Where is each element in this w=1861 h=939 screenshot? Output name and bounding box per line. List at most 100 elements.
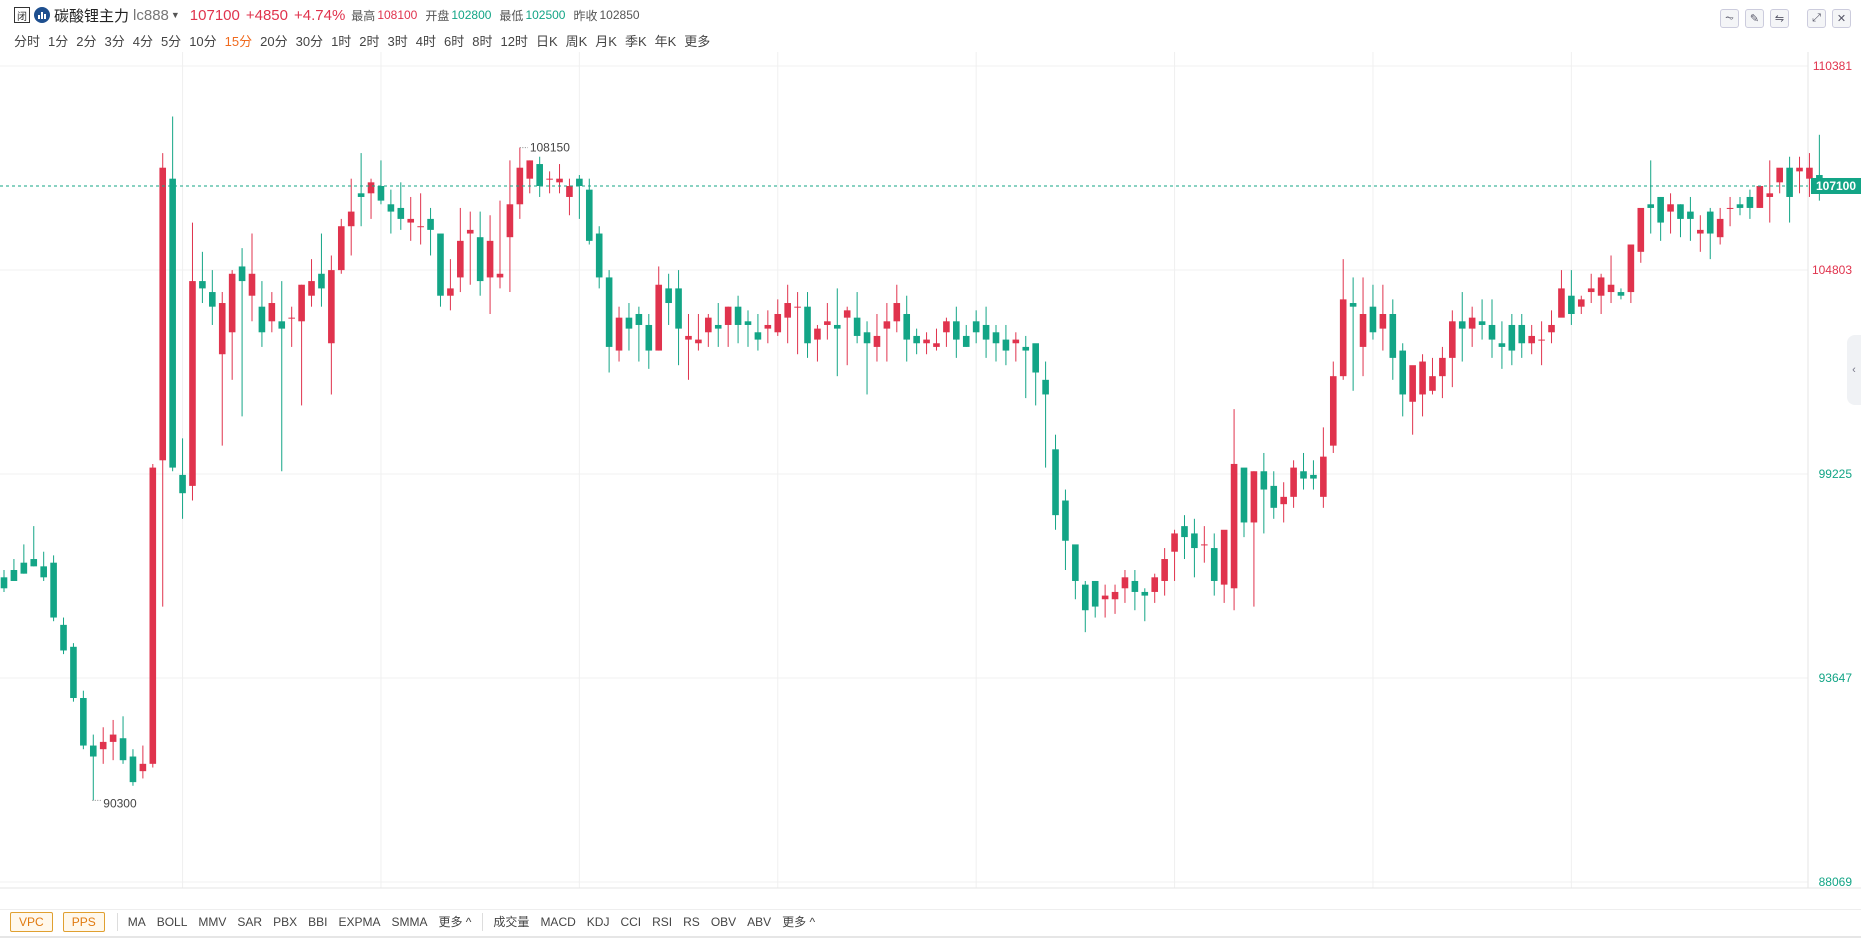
candle[interactable]	[675, 270, 682, 366]
candle[interactable]	[139, 745, 147, 779]
candle[interactable]	[685, 313, 692, 380]
candle[interactable]	[1260, 452, 1268, 534]
symbol-dropdown-chevron-icon[interactable]: ▼	[170, 10, 180, 20]
candle[interactable]	[1587, 273, 1595, 304]
candle[interactable]	[506, 160, 514, 293]
period-tab[interactable]: 周K	[565, 34, 588, 49]
candle[interactable]	[1478, 299, 1486, 340]
candle[interactable]	[556, 164, 563, 194]
candle[interactable]	[1002, 324, 1010, 366]
candle[interactable]	[119, 716, 127, 764]
candle[interactable]	[209, 270, 216, 325]
candle[interactable]	[1498, 321, 1506, 369]
candle[interactable]	[1329, 361, 1337, 453]
candle[interactable]	[387, 189, 395, 234]
candle[interactable]	[1151, 573, 1159, 603]
period-tab[interactable]: 2分	[76, 34, 97, 49]
candle[interactable]	[1220, 529, 1228, 603]
candle[interactable]	[982, 306, 990, 358]
candle[interactable]	[1121, 570, 1129, 603]
candle[interactable]	[526, 160, 534, 194]
candle[interactable]	[546, 171, 553, 194]
candle[interactable]	[794, 292, 801, 355]
candle[interactable]	[397, 182, 405, 230]
candle[interactable]	[99, 727, 107, 764]
candle[interactable]	[536, 156, 543, 197]
period-tab[interactable]: 月K	[595, 34, 617, 49]
candle[interactable]	[1290, 460, 1297, 508]
symbol-code[interactable]: lc888	[133, 6, 169, 24]
compare-icon[interactable]: ⇋	[1770, 9, 1789, 28]
candle[interactable]	[1716, 207, 1724, 245]
period-tab[interactable]: 3分	[104, 34, 125, 49]
candle[interactable]	[1389, 299, 1397, 380]
candle[interactable]	[1806, 153, 1813, 197]
fullscreen-icon[interactable]: ⤢	[1807, 9, 1826, 28]
period-tab[interactable]: 4时	[415, 34, 436, 49]
candle[interactable]	[288, 306, 295, 347]
candle[interactable]	[258, 281, 266, 347]
candle[interactable]	[30, 526, 38, 567]
candle[interactable]	[1399, 343, 1407, 417]
candle[interactable]	[1062, 489, 1069, 571]
candle[interactable]	[1627, 244, 1635, 304]
candle[interactable]	[873, 313, 881, 362]
candle[interactable]	[953, 306, 960, 358]
candle[interactable]	[80, 690, 87, 750]
candle[interactable]	[1320, 427, 1327, 508]
candle[interactable]	[1081, 580, 1089, 633]
candle[interactable]	[109, 719, 117, 761]
sub-indicator-more[interactable]: 更多 ^	[782, 915, 816, 929]
candle[interactable]	[1101, 584, 1109, 618]
period-tab[interactable]: 8时	[472, 34, 493, 49]
candle[interactable]	[933, 328, 940, 351]
candle[interactable]	[1191, 518, 1198, 578]
indicator-line-icon[interactable]: ⏦	[1720, 9, 1739, 28]
candle[interactable]	[40, 551, 47, 581]
period-tab[interactable]: 更多	[684, 34, 711, 49]
candle[interactable]	[1766, 160, 1774, 223]
candle[interactable]	[1349, 277, 1357, 391]
candle[interactable]	[1439, 346, 1446, 399]
period-tab[interactable]: 5分	[160, 34, 182, 49]
candle[interactable]	[417, 193, 424, 245]
candle[interactable]	[1617, 288, 1625, 300]
draw-pen-icon[interactable]: ✎	[1745, 9, 1764, 28]
period-tab[interactable]: 20分	[260, 34, 288, 49]
indicator-toggle[interactable]: PPS	[62, 911, 105, 932]
candle[interactable]	[655, 266, 663, 351]
sub-indicator[interactable]: RS	[683, 914, 700, 929]
period-tab[interactable]: 12时	[500, 34, 528, 49]
candle[interactable]	[962, 324, 970, 347]
candle[interactable]	[1171, 529, 1178, 581]
sub-indicator[interactable]: ABV	[747, 914, 772, 929]
candle[interactable]	[0, 570, 8, 592]
candle[interactable]	[476, 211, 484, 296]
main-indicator[interactable]: BOLL	[156, 914, 188, 929]
main-indicator[interactable]: MMV	[198, 914, 227, 929]
candle[interactable]	[248, 233, 256, 322]
candle[interactable]	[1568, 270, 1575, 325]
candle[interactable]	[1597, 273, 1605, 314]
candle[interactable]	[695, 313, 702, 351]
candle[interactable]	[1697, 215, 1704, 252]
period-tab[interactable]: 2时	[359, 34, 380, 49]
candle[interactable]	[893, 284, 901, 333]
candle[interactable]	[814, 324, 821, 362]
candle[interactable]	[199, 251, 206, 304]
candle[interactable]	[1776, 167, 1783, 194]
candle[interactable]	[585, 178, 593, 245]
candle[interactable]	[50, 555, 57, 622]
candle[interactable]	[705, 313, 712, 347]
candle[interactable]	[1052, 434, 1059, 530]
candle[interactable]	[843, 306, 851, 366]
candle[interactable]	[625, 303, 633, 351]
candle[interactable]	[576, 175, 583, 219]
period-tab[interactable]: 15分	[224, 34, 253, 49]
candle[interactable]	[10, 559, 18, 581]
candle[interactable]	[824, 303, 831, 340]
period-tab[interactable]: 4分	[132, 34, 153, 49]
candle[interactable]	[833, 288, 841, 377]
candle[interactable]	[863, 321, 871, 395]
candle[interactable]	[972, 310, 980, 344]
